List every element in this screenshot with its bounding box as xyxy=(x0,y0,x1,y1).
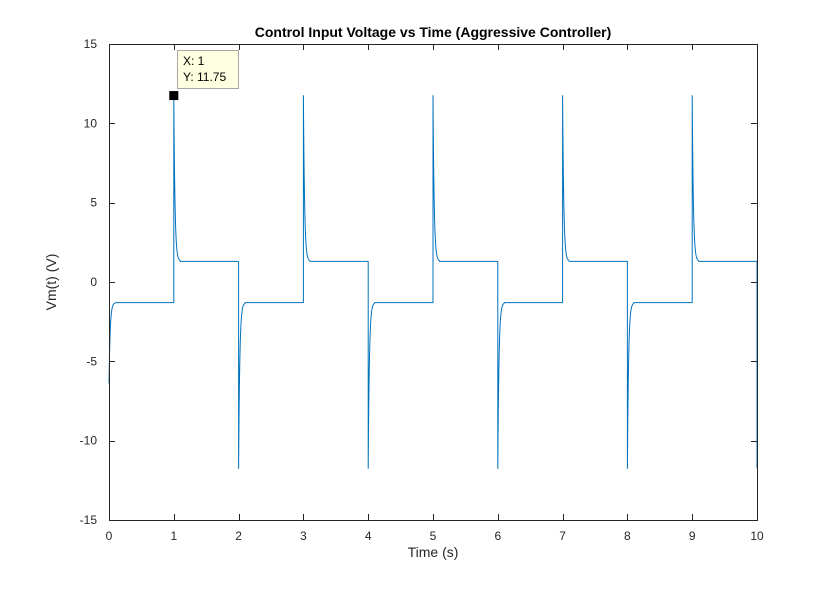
series-line-vm xyxy=(108,95,758,469)
y-tick-label: 10 xyxy=(84,116,98,130)
x-tick-label: 8 xyxy=(624,529,631,543)
x-tick-label: 10 xyxy=(750,529,764,543)
x-axis-ticks: 0 1 2 3 4 5 6 7 8 9 10 xyxy=(106,44,764,543)
x-tick-label: 3 xyxy=(300,529,307,543)
x-tick-label: 7 xyxy=(559,529,566,543)
chart-title: Control Input Voltage vs Time (Aggressiv… xyxy=(255,24,612,40)
x-tick-label: 4 xyxy=(365,529,372,543)
x-tick-label: 9 xyxy=(689,529,696,543)
x-tick-label: 2 xyxy=(235,529,242,543)
y-tick-label: 5 xyxy=(90,196,97,210)
datatip-marker[interactable] xyxy=(169,91,179,101)
x-tick-label: 1 xyxy=(170,529,177,543)
datatip-box[interactable] xyxy=(177,50,239,89)
y-tick-label: -15 xyxy=(80,513,98,527)
y-tick-label: -10 xyxy=(80,434,98,448)
datatip-y-text: Y: 11.75 xyxy=(183,70,226,84)
x-axis-label: Time (s) xyxy=(408,544,459,560)
datatip[interactable]: X: 1 Y: 11.75 xyxy=(169,50,239,101)
datatip-x-text: X: 1 xyxy=(183,54,205,68)
y-axis-ticks: -15 -10 -5 0 5 10 15 xyxy=(80,37,757,527)
y-axis-label: Vm(t) (V) xyxy=(43,254,59,311)
x-tick-label: 5 xyxy=(430,529,437,543)
x-tick-label: 6 xyxy=(494,529,501,543)
x-tick-label: 0 xyxy=(106,529,113,543)
y-tick-label: 0 xyxy=(90,275,97,289)
y-tick-label: 15 xyxy=(84,37,98,51)
y-tick-label: -5 xyxy=(86,354,97,368)
axes-box xyxy=(109,44,758,521)
